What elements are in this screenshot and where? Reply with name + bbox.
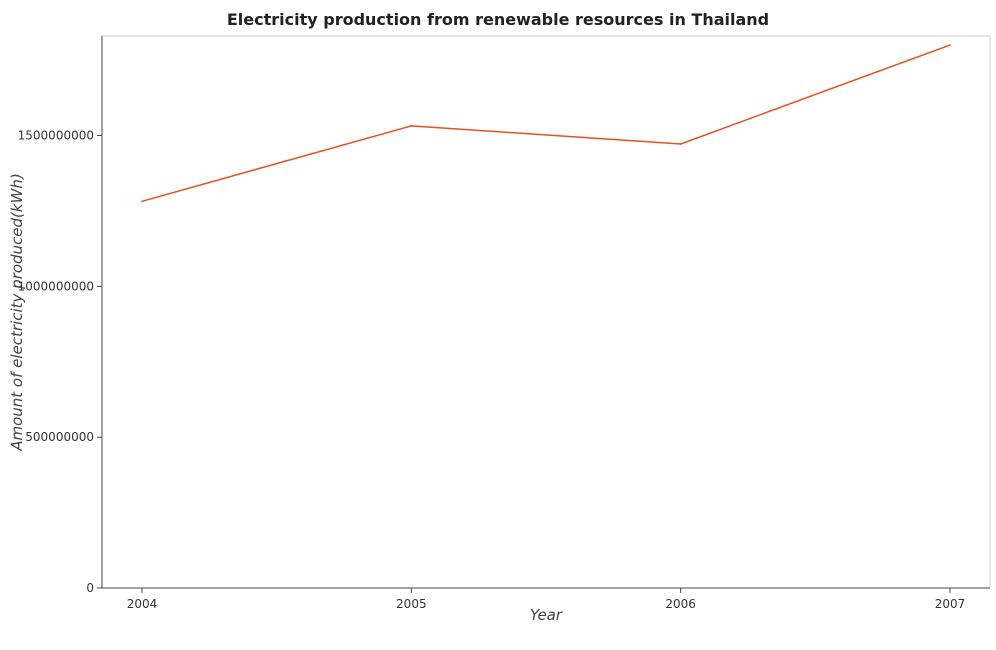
x-tick-label: 2006 <box>665 597 696 611</box>
plot-frame <box>101 35 991 589</box>
x-tick-label: 2004 <box>127 597 158 611</box>
data-point <box>410 125 413 127</box>
x-tick-label: 2005 <box>396 597 427 611</box>
data-point <box>949 44 951 46</box>
data-point <box>679 143 682 145</box>
y-tick-label: 1000000000 <box>18 279 94 293</box>
series-marks <box>141 44 951 203</box>
y-tick-label: 1500000000 <box>18 129 94 143</box>
x-tick-label: 2007 <box>935 597 966 611</box>
y-tick-label: 0 <box>86 581 94 595</box>
x-axis-title: Year <box>530 606 563 624</box>
y-axis-title: Amount of electricity produced(kWh) <box>8 173 26 452</box>
series-line <box>141 44 951 203</box>
y-tick-label: 500000000 <box>25 430 94 444</box>
data-point <box>141 200 143 203</box>
axes: 0 500000000 1000000000 1500000000 2004 2005 20… <box>18 35 991 611</box>
chart-title: Electricity production from renewable re… <box>226 10 770 29</box>
